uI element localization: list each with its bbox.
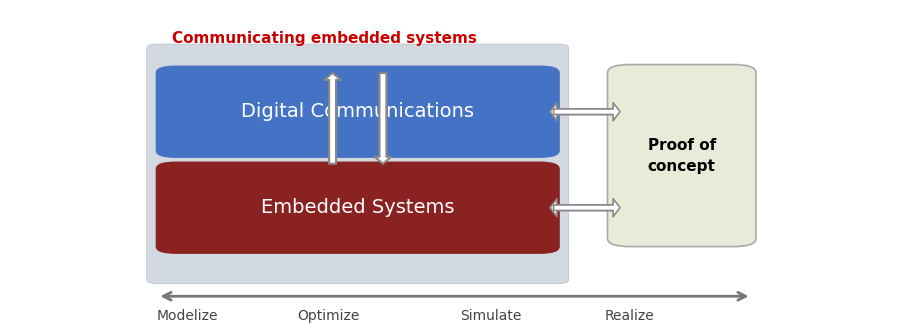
Text: Proof of
concept: Proof of concept xyxy=(648,138,716,173)
FancyBboxPatch shape xyxy=(608,65,756,247)
FancyBboxPatch shape xyxy=(156,162,560,254)
FancyBboxPatch shape xyxy=(156,66,560,158)
Text: Communicating embedded systems: Communicating embedded systems xyxy=(172,30,476,46)
Text: Modelize: Modelize xyxy=(157,309,218,323)
Text: Optimize: Optimize xyxy=(297,309,360,323)
Text: Realize: Realize xyxy=(605,309,655,323)
Text: Digital Communications: Digital Communications xyxy=(241,102,474,121)
Text: Simulate: Simulate xyxy=(460,309,521,323)
Text: Embedded Systems: Embedded Systems xyxy=(261,198,454,217)
FancyBboxPatch shape xyxy=(147,44,569,284)
